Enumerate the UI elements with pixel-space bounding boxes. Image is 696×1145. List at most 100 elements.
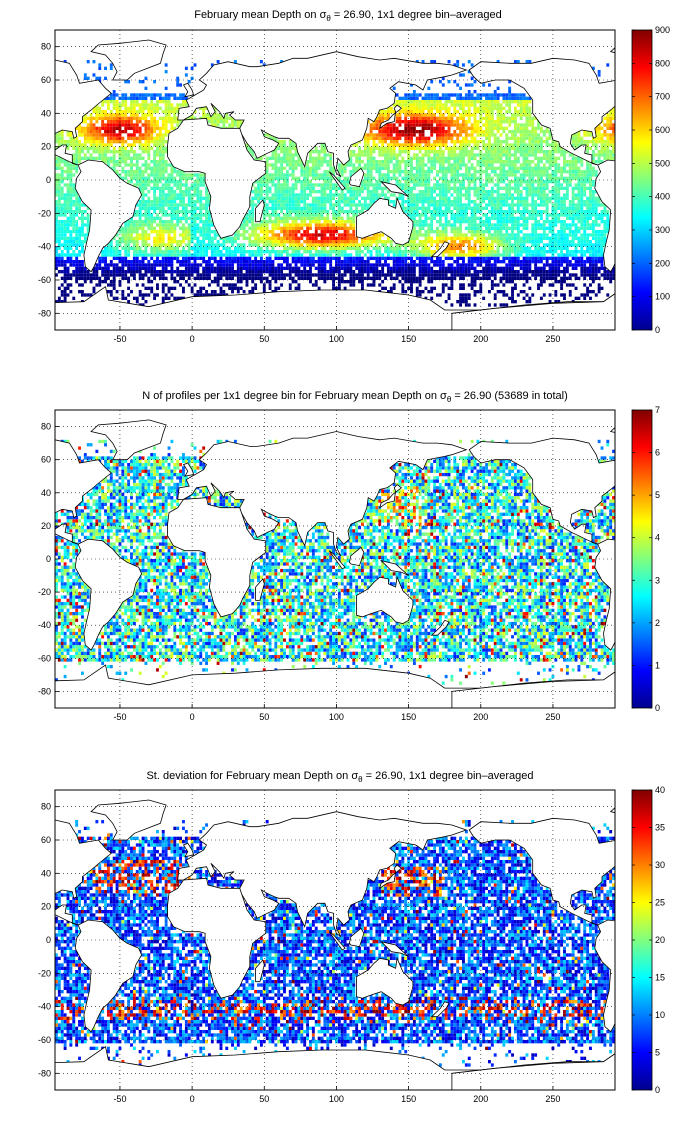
data-cell	[360, 283, 364, 287]
data-cell	[467, 243, 471, 247]
data-cell	[456, 173, 460, 177]
data-cell	[410, 270, 413, 274]
data-cell	[251, 280, 255, 284]
data-cell	[69, 246, 73, 250]
data-cell	[516, 256, 520, 260]
data-cell	[496, 246, 500, 250]
data-cell	[424, 186, 428, 190]
data-cell	[306, 176, 310, 180]
data-cell	[470, 250, 474, 254]
data-cell	[75, 276, 79, 280]
data-cell	[392, 276, 396, 280]
data-cell	[493, 240, 497, 244]
data-cell	[421, 176, 425, 180]
data-cell	[352, 196, 356, 200]
data-cell	[317, 210, 321, 214]
data-cell	[311, 186, 315, 190]
data-cell	[450, 273, 454, 277]
data-cell	[424, 296, 428, 300]
data-cell	[591, 243, 595, 247]
data-cell	[167, 203, 171, 207]
data-cell	[337, 240, 341, 244]
data-cell	[170, 230, 174, 234]
data-cell	[170, 240, 174, 244]
data-cell	[470, 276, 474, 280]
data-cell	[473, 280, 477, 284]
data-cell	[583, 203, 587, 207]
data-cell	[349, 203, 353, 207]
data-cell	[427, 190, 431, 194]
data-cell	[499, 260, 503, 264]
data-cell	[285, 263, 289, 267]
data-cell	[539, 260, 543, 264]
data-cell	[323, 183, 327, 187]
data-cell	[412, 263, 416, 267]
data-cell	[534, 173, 538, 177]
data-cell	[156, 233, 159, 237]
data-cell	[69, 186, 73, 190]
data-cell	[164, 180, 168, 184]
data-cell	[603, 223, 607, 227]
data-cell	[167, 226, 171, 230]
data-cell	[447, 183, 451, 187]
data-cell	[412, 230, 416, 234]
data-cell	[228, 236, 232, 240]
data-cell	[199, 286, 203, 290]
data-cell	[548, 276, 552, 280]
data-cell	[516, 233, 520, 237]
data-cell	[205, 190, 208, 194]
data-cell	[479, 210, 483, 214]
data-cell	[560, 260, 564, 264]
data-cell	[60, 243, 64, 247]
data-cell	[60, 196, 64, 200]
data-cell	[591, 183, 595, 187]
data-cell	[591, 263, 595, 267]
data-cell	[265, 203, 269, 207]
data-cell	[386, 253, 390, 257]
data-cell	[372, 190, 376, 194]
data-cell	[167, 173, 171, 177]
data-cell	[412, 176, 416, 180]
data-cell	[415, 196, 419, 200]
data-cell	[513, 166, 517, 170]
data-cell	[291, 270, 295, 274]
data-cell	[508, 296, 512, 300]
data-cell	[153, 266, 157, 270]
data-cell	[205, 273, 208, 277]
data-cell	[147, 260, 151, 264]
data-cell	[323, 253, 327, 257]
data-cell	[69, 170, 73, 174]
data-cell	[118, 266, 122, 270]
data-cell	[482, 296, 486, 300]
data-cell	[548, 236, 552, 240]
data-cell	[262, 263, 266, 267]
data-cell	[196, 236, 200, 240]
data-cell	[248, 210, 252, 214]
data-cell	[55, 256, 58, 260]
data-cell	[184, 206, 188, 210]
data-cell	[274, 186, 278, 190]
data-cell	[499, 270, 503, 274]
data-cell	[453, 270, 457, 274]
data-cell	[190, 206, 194, 210]
data-cell	[326, 236, 330, 240]
data-cell	[314, 236, 318, 240]
data-cell	[358, 266, 361, 270]
data-cell	[525, 180, 529, 184]
data-cell	[450, 303, 454, 307]
data-cell	[360, 183, 364, 187]
data-cell	[456, 220, 460, 224]
data-cell	[251, 276, 255, 280]
data-cell	[138, 233, 142, 237]
data-cell	[563, 243, 566, 247]
data-cell	[464, 173, 468, 177]
data-cell	[320, 233, 324, 237]
data-cell	[565, 240, 569, 244]
data-cell	[412, 260, 416, 264]
data-cell	[438, 176, 442, 180]
data-cell	[236, 280, 240, 284]
data-cell	[537, 233, 540, 237]
data-cell	[513, 243, 517, 247]
data-cell	[493, 230, 497, 234]
